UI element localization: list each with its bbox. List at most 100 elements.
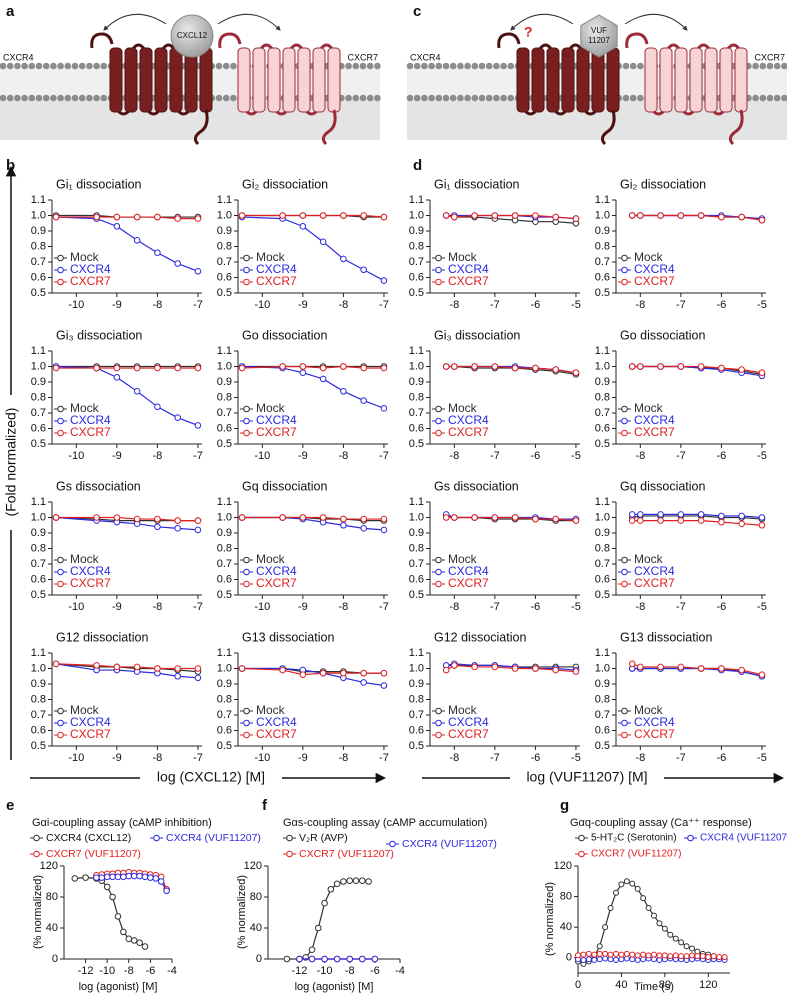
x-tick-label: -10 [254, 752, 270, 764]
y-tick-label: 0.9 [217, 376, 232, 388]
lipid-head [478, 94, 486, 102]
x-tick-label: -5 [757, 601, 767, 613]
series-line [632, 667, 763, 677]
y-tick-label: 0.9 [409, 225, 424, 237]
legend-symbol [621, 266, 628, 274]
legend-label: CXCR7 (VUF11207) [299, 848, 394, 860]
y-tick-label: 0.7 [217, 256, 232, 268]
legend-symbol [57, 405, 64, 413]
x-tick-label: -8 [635, 752, 645, 764]
ligand-label: CXCL12 [177, 31, 208, 40]
x-tick-label: -7 [193, 299, 203, 311]
data-point [340, 388, 347, 395]
chart: Gi₂ dissociation 0.5 0.6 0.7 0.8 0.9 1.0 1.1 -8 -… [595, 177, 767, 311]
series-line [632, 513, 762, 519]
data-point [238, 665, 246, 672]
data-point [340, 521, 347, 529]
legend-label: Mock [70, 703, 100, 717]
x-tick-label: -7 [193, 450, 203, 462]
data-point [697, 665, 705, 672]
data-point [758, 369, 766, 377]
lipid-head [86, 62, 93, 70]
x-tick-label: -10 [68, 299, 84, 311]
x-axis-label: log (VUF11207) [M] [526, 769, 647, 785]
legend-symbol [57, 429, 64, 437]
y-tick-label: 0.9 [409, 678, 424, 690]
chart: Gi₃ dissociation 0.5 0.6 0.7 0.8 0.9 1.0 1.1 -10… [31, 328, 203, 462]
data-point [358, 955, 366, 963]
legend-symbol [57, 556, 64, 564]
legend-symbol [243, 278, 250, 286]
helix [237, 47, 251, 113]
legend-symbol [621, 731, 628, 739]
legend-label: CXCR7 [70, 274, 111, 288]
chart: Gαq-coupling assay (Ca⁺⁺ response) 0 40 80 1… [544, 817, 787, 993]
series-line [446, 663, 576, 671]
lipid-head [413, 62, 421, 70]
y-tick-label: 1.0 [31, 511, 46, 523]
lipid-head [507, 94, 515, 102]
y-tick-label: 0.5 [409, 287, 424, 299]
lipid-head [0, 94, 7, 102]
helix [516, 47, 530, 113]
y-tick-label: 0.5 [409, 589, 424, 601]
data-point [113, 223, 121, 230]
y-tick-label: 0.8 [217, 391, 232, 403]
lipid-head [71, 94, 79, 102]
legend-symbol [435, 580, 442, 588]
x-tick-label: -6 [531, 601, 541, 613]
y-tick-label: 0.8 [409, 542, 424, 554]
data-point [133, 663, 141, 671]
lipid-head [507, 62, 515, 70]
legend-label: Mock [256, 401, 286, 415]
legend-label: Mock [256, 703, 286, 717]
lipid-head [78, 62, 86, 70]
chart-title: Gi₃ dissociation [56, 328, 142, 342]
lipid-head [766, 62, 774, 70]
data-point [718, 665, 725, 672]
legend-label: CXCR4 [70, 715, 111, 729]
data-point [602, 950, 609, 957]
x-tick-label: -7 [379, 450, 389, 462]
data-point [360, 515, 367, 523]
data-point [575, 952, 581, 959]
x-axis-label: Time (s) [634, 981, 674, 993]
legend-label: CXCR4 (CXCL12) [46, 832, 131, 844]
lipid-head [6, 94, 14, 102]
lipid-head [428, 62, 435, 70]
data-point [634, 885, 641, 892]
data-point [532, 364, 539, 372]
data-point [697, 363, 705, 370]
receptor-label: CXCR4 [3, 52, 34, 62]
lipid-head [21, 62, 28, 70]
helix [297, 47, 311, 113]
x-tick-label: -12 [291, 965, 307, 977]
series-line [446, 214, 576, 220]
y-tick-label: 0.9 [31, 527, 46, 539]
lipid-head [464, 62, 471, 70]
chart-title: Gi₁ dissociation [56, 177, 142, 191]
data-point [572, 215, 580, 222]
data-point [585, 950, 592, 957]
data-point [451, 363, 458, 370]
x-tick-label: 80 [659, 979, 671, 991]
y-tick-label: 1.0 [409, 209, 424, 221]
lipid-head [493, 62, 500, 70]
x-tick-label: -10 [317, 965, 333, 977]
data-point [721, 953, 728, 960]
y-tick-label: 0.9 [217, 678, 232, 690]
y-tick-label: 0.8 [31, 693, 46, 705]
data-point [163, 887, 170, 895]
y-tick-label: 0.6 [409, 573, 424, 585]
y-tick-label: 0.8 [595, 240, 610, 252]
y-tick-label: 1.1 [409, 345, 424, 357]
y-tick-label: 80 [560, 890, 572, 902]
arrow [103, 13, 167, 31]
x-tick-label: -8 [339, 752, 349, 764]
legend-symbol [621, 405, 628, 413]
y-tick-label: 0.6 [409, 422, 424, 434]
lipid-head [222, 62, 230, 70]
lipid-head [21, 94, 28, 102]
legend-symbol [57, 719, 64, 727]
y-tick-label: 0.7 [595, 256, 610, 268]
